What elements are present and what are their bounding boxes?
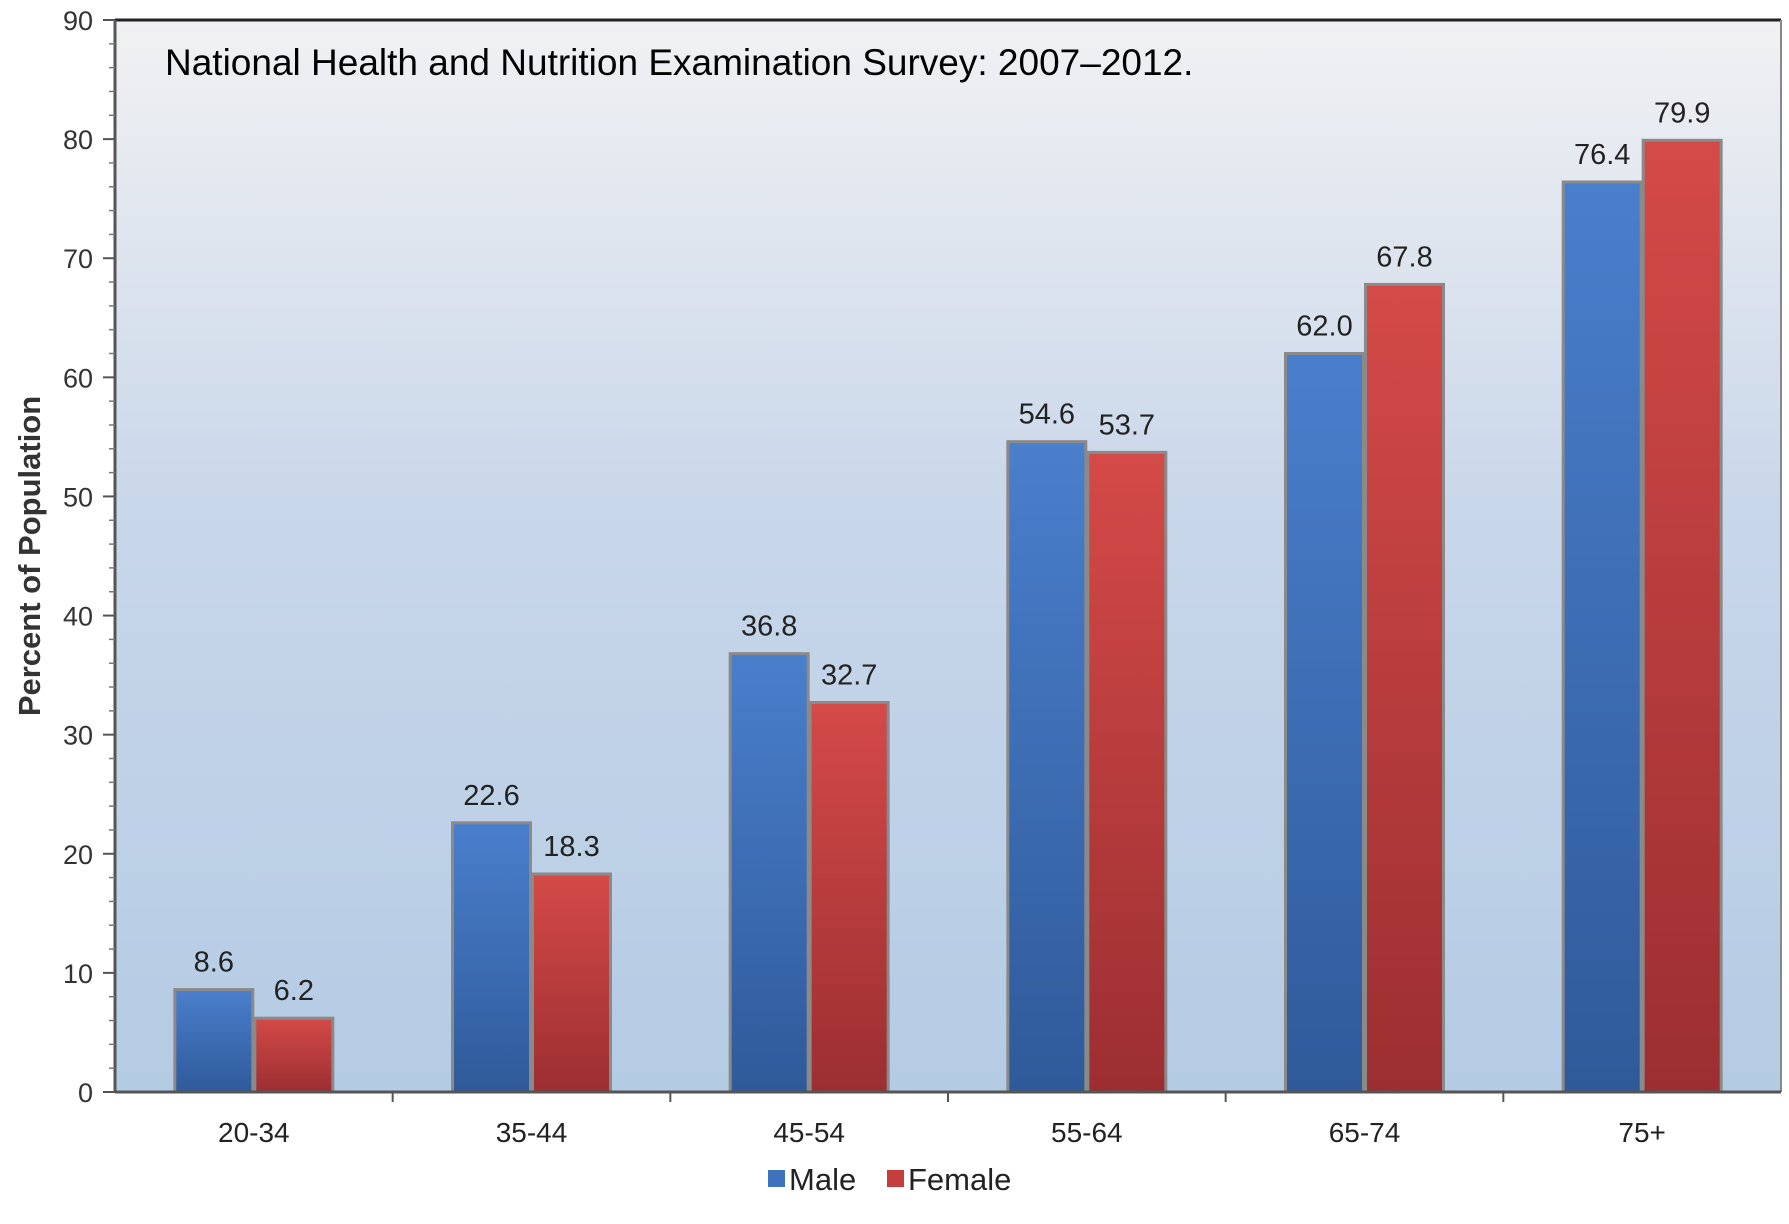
bar-male-35-44 [451, 821, 532, 1094]
x-tick-label: 45-54 [773, 1117, 845, 1148]
y-tick-label: 90 [63, 6, 93, 36]
x-tick-label: 20-34 [218, 1117, 290, 1148]
legend-swatch-female [887, 1170, 904, 1187]
bar-value-label: 32.7 [821, 660, 877, 692]
bar-female-45-54 [808, 701, 890, 1094]
y-ticks-layer: 0 10 20 30 40 50 60 70 80 90 [63, 6, 115, 1108]
bar-value-label: 36.8 [741, 611, 797, 643]
legend: Male Female [768, 1162, 1011, 1197]
y-tick-label: 0 [78, 1078, 93, 1108]
y-tick-label: 80 [63, 125, 93, 155]
bar-value-label: 54.6 [1019, 399, 1075, 431]
bar-male-65-74 [1284, 352, 1365, 1094]
bar-value-label: 67.8 [1376, 241, 1432, 273]
legend-label-female: Female [908, 1162, 1011, 1197]
y-axis-label: Percent of Population [12, 396, 47, 716]
y-tick-label: 50 [63, 482, 93, 512]
bar-value-label: 76.4 [1574, 139, 1630, 171]
bar-female-20-34 [253, 1016, 335, 1094]
bar-male-55-64 [1006, 440, 1088, 1094]
bar-value-label: 53.7 [1099, 409, 1155, 441]
y-tick-label: 40 [63, 602, 93, 632]
legend-swatch-male [768, 1170, 785, 1187]
x-tick-label: 35-44 [496, 1117, 568, 1148]
bar-female-55-64 [1086, 450, 1168, 1094]
y-tick-label: 60 [63, 363, 93, 393]
y-tick-label: 70 [63, 244, 93, 274]
plot-background [115, 20, 1781, 1092]
x-tick-label: 55-64 [1051, 1117, 1123, 1148]
bar-value-label: 18.3 [543, 831, 599, 863]
legend-label-male: Male [789, 1162, 856, 1197]
x-tick-label: 65-74 [1329, 1117, 1401, 1148]
x-tick-label: 75+ [1618, 1117, 1666, 1148]
chart-title: National Health and Nutrition Examinatio… [165, 42, 1193, 83]
bar-value-label: 8.6 [194, 947, 234, 979]
x-ticks-layer: 20-34 35-44 45-54 55-64 65-74 75+ [218, 1092, 1666, 1148]
bar-value-label: 6.2 [274, 975, 314, 1007]
bar-labels-layer: 8.6 6.2 22.6 18.3 36.8 32.7 54.6 53.7 62.0 67.8 76… [194, 97, 1711, 1007]
bar-female-35-44 [531, 872, 612, 1094]
y-tick-label: 30 [63, 721, 93, 751]
y-tick-label: 20 [63, 840, 93, 870]
bar-male-20-34 [173, 988, 255, 1094]
bar-male-75+ [1561, 180, 1643, 1094]
bar-female-65-74 [1364, 282, 1445, 1094]
bar-value-label: 22.6 [463, 780, 519, 812]
bars-layer [173, 138, 1723, 1094]
bar-female-75+ [1641, 138, 1723, 1094]
y-tick-label: 10 [63, 959, 93, 989]
bar-value-label: 62.0 [1296, 311, 1352, 343]
bar-male-45-54 [728, 652, 810, 1094]
bar-value-label: 79.9 [1654, 97, 1710, 129]
